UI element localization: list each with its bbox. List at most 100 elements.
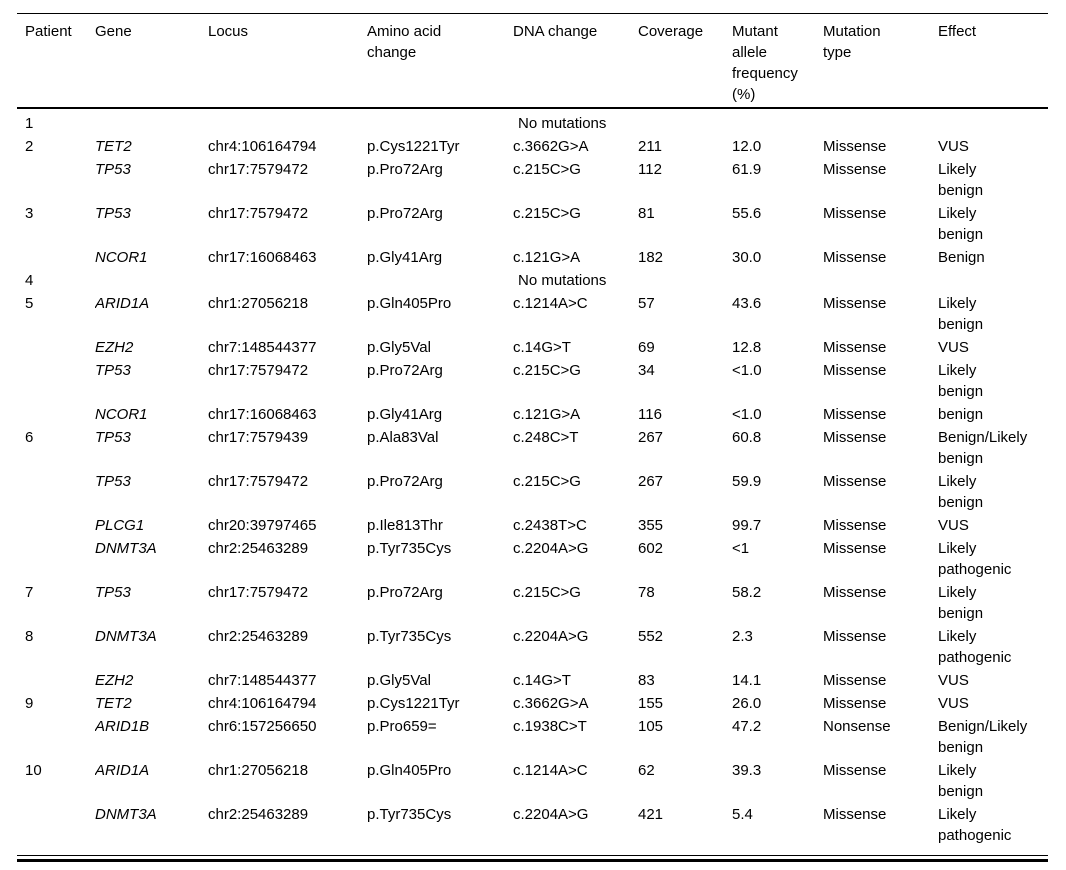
cell-coverage: 34: [638, 362, 655, 379]
table-row: TP53 chr17:7579472 p.Pro72Arg c.215C>G 34 <1.…: [17, 359, 1048, 403]
cell-aa: p.Gly5Val: [367, 672, 431, 689]
table-row: 6 TP53 chr17:7579439 p.Ala83Val c.248C>T 267 6…: [17, 426, 1048, 470]
cell-aa: p.Cys1221Tyr: [367, 695, 460, 712]
cell-coverage: 83: [638, 672, 655, 689]
cell-aa: p.Pro72Arg: [367, 584, 443, 601]
cell-gene: NCOR1: [95, 249, 148, 266]
cell-patient: [17, 514, 95, 537]
cell-locus: chr17:7579472: [208, 473, 309, 490]
cell-coverage: 116: [638, 406, 662, 423]
cell-patient: [17, 470, 95, 514]
table-row: 8 DNMT3A chr2:25463289 p.Tyr735Cys c.2204A>G…: [17, 625, 1048, 669]
cell-aa: p.Pro72Arg: [367, 473, 443, 490]
cell-aa: p.Gly41Arg: [367, 249, 443, 266]
cell-patient: [17, 246, 95, 269]
table-row: EZH2 chr7:148544377 p.Gly5Val c.14G>T 69 12.8…: [17, 336, 1048, 359]
cell-effect: Likely benign: [938, 205, 984, 243]
cell-patient: [17, 537, 95, 581]
cell-gene: EZH2: [95, 672, 134, 689]
cell-gene: PLCG1: [95, 517, 145, 534]
cell-coverage: 267: [638, 429, 664, 446]
cell-patient: 1: [25, 115, 34, 132]
col-header-locus: Locus: [208, 13, 367, 109]
cell-maf: 14.1: [732, 672, 762, 689]
table-row: ARID1B chr6:157256650 p.Pro659= c.1938C>T 10…: [17, 715, 1048, 759]
cell-dna: c.215C>G: [513, 161, 581, 178]
cell-coverage: 211: [638, 138, 662, 155]
cell-type: Missense: [823, 249, 887, 266]
cell-effect: VUS: [938, 672, 969, 689]
cell-maf: 47.2: [732, 718, 762, 735]
table-row: 9 TET2 chr4:106164794 p.Cys1221Tyr c.3662G>A…: [17, 692, 1048, 715]
cell-maf: 2.3: [732, 628, 753, 645]
cell-maf: 5.4: [732, 806, 753, 823]
cell-effect: Likely pathogenic: [938, 806, 1012, 844]
cell-gene: DNMT3A: [95, 540, 157, 557]
cell-dna: c.215C>G: [513, 205, 581, 222]
cell-dna: c.2204A>G: [513, 806, 589, 823]
cell-effect: Likely benign: [938, 473, 984, 511]
cell-maf: 26.0: [732, 695, 762, 712]
cell-locus: chr17:7579472: [208, 362, 309, 379]
cell-coverage: 552: [638, 628, 664, 645]
cell-effect: Likely benign: [938, 161, 984, 199]
cell-patient: [17, 669, 95, 692]
cell-locus: chr17:7579472: [208, 584, 309, 601]
cell-effect: VUS: [938, 138, 969, 155]
cell-type: Missense: [823, 161, 887, 178]
cell-dna: c.215C>G: [513, 362, 581, 379]
cell-locus: chr1:27056218: [208, 762, 309, 779]
cell-type: Missense: [823, 295, 887, 312]
cell-type: Missense: [823, 762, 887, 779]
cell-type: Missense: [823, 806, 887, 823]
cell-gene: TP53: [95, 362, 131, 379]
table-row: 3 TP53 chr17:7579472 p.Pro72Arg c.215C>G 81 55…: [17, 202, 1048, 246]
cell-type: Missense: [823, 429, 887, 446]
cell-coverage: 267: [638, 473, 664, 490]
cell-locus: chr1:27056218: [208, 295, 309, 312]
cell-effect: Benign/Likely benign: [938, 718, 1028, 756]
cell-aa: p.Gly5Val: [367, 339, 431, 356]
table-row: DNMT3A chr2:25463289 p.Tyr735Cys c.2204A>G 6…: [17, 537, 1048, 581]
cell-maf: <1.0: [732, 406, 762, 423]
cell-patient: [17, 359, 95, 403]
cell-maf: 58.2: [732, 584, 762, 601]
cell-dna: c.215C>G: [513, 584, 581, 601]
col-header-type: Mutation type: [823, 13, 938, 109]
cell-coverage: 78: [638, 584, 655, 601]
cell-maf: 43.6: [732, 295, 762, 312]
table-row: DNMT3A chr2:25463289 p.Tyr735Cys c.2204A>G 4…: [17, 803, 1048, 856]
cell-type: Missense: [823, 695, 887, 712]
cell-patient: 6: [25, 429, 34, 446]
cell-aa: p.Pro72Arg: [367, 362, 443, 379]
cell-gene: EZH2: [95, 339, 134, 356]
col-header-aa: Amino acid change: [367, 13, 513, 109]
cell-aa: p.Ile813Thr: [367, 517, 443, 534]
cell-gene: TP53: [95, 584, 131, 601]
cell-type: Missense: [823, 406, 887, 423]
cell-patient: 8: [25, 628, 34, 645]
cell-dna: c.1214A>C: [513, 762, 588, 779]
cell-maf: <1: [732, 540, 750, 557]
cell-locus: chr7:148544377: [208, 339, 317, 356]
cell-coverage: 112: [638, 161, 662, 178]
cell-effect: Likely benign: [938, 584, 984, 622]
cell-dna: c.3662G>A: [513, 138, 589, 155]
cell-locus: chr4:106164794: [208, 695, 317, 712]
cell-locus: chr4:106164794: [208, 138, 317, 155]
cell-type: Missense: [823, 138, 887, 155]
table-row: 5 ARID1A chr1:27056218 p.Gln405Pro c.1214A>C…: [17, 292, 1048, 336]
cell-span: No mutations: [518, 115, 607, 132]
cell-gene: TP53: [95, 473, 131, 490]
cell-maf: <1.0: [732, 362, 762, 379]
cell-locus: chr7:148544377: [208, 672, 317, 689]
cell-dna: c.121G>A: [513, 249, 581, 266]
cell-coverage: 69: [638, 339, 655, 356]
cell-aa: p.Tyr735Cys: [367, 806, 452, 823]
cell-locus: chr17:16068463: [208, 406, 317, 423]
cell-effect: benign: [938, 406, 984, 423]
cell-aa: p.Gln405Pro: [367, 295, 452, 312]
table-row: 1 No mutations: [17, 108, 1048, 135]
cell-dna: c.248C>T: [513, 429, 579, 446]
mutation-table: Patient Gene Locus Amino acid change DNA cha…: [17, 13, 1048, 856]
